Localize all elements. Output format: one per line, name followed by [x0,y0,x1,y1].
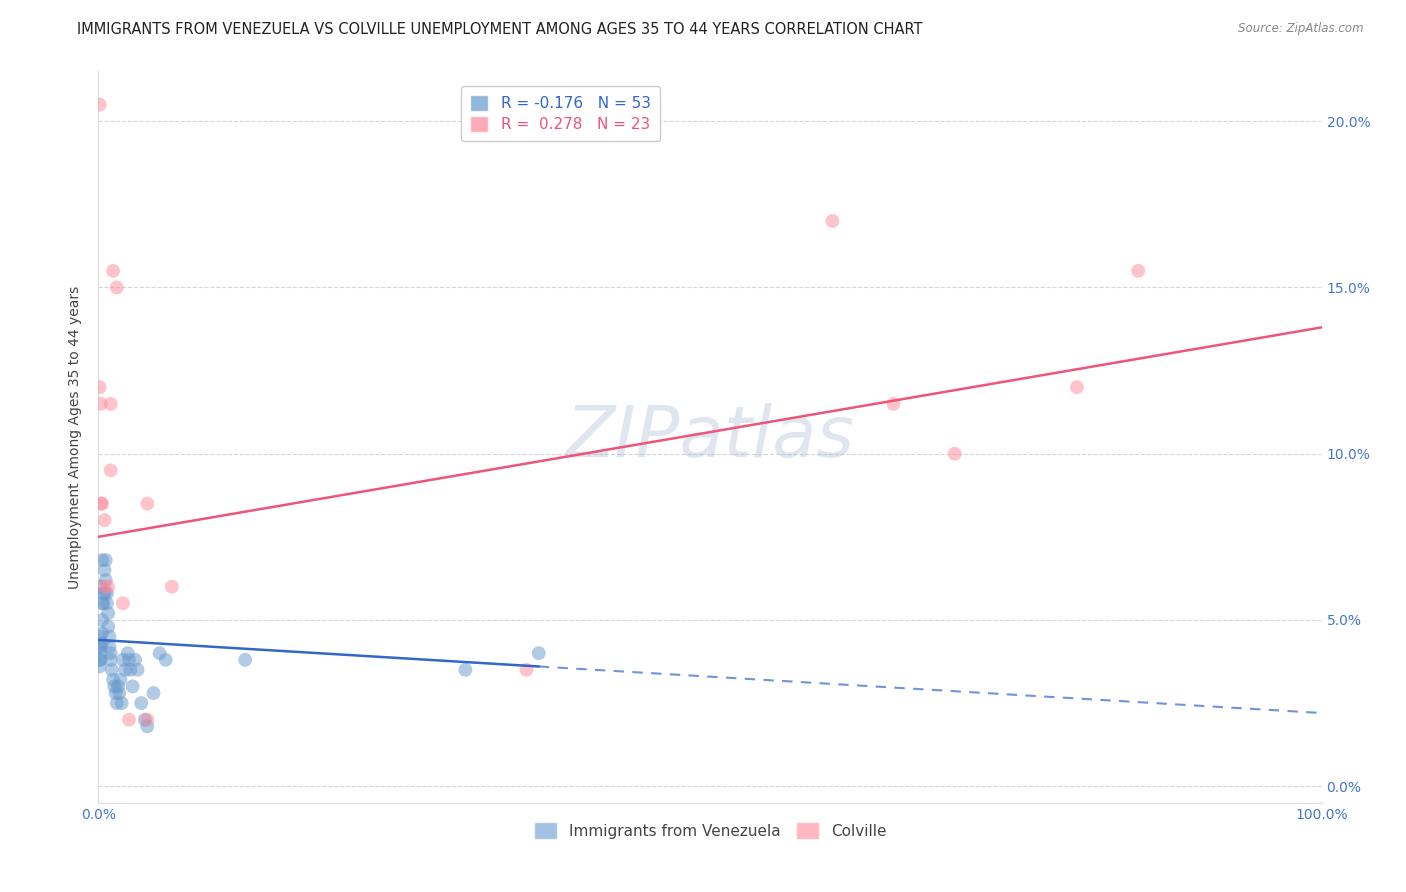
Point [160,580,183,594]
Point [821,214,844,228]
Point [89,640,111,654]
Point [118,713,141,727]
Point [142,686,165,700]
Point [136,713,159,727]
Point [94,553,117,567]
Point [97,619,120,633]
Point [883,397,905,411]
Point [100,397,122,411]
Point [111,653,134,667]
Point [107,680,129,694]
Point [96,596,118,610]
Point [527,646,550,660]
Point [91,636,114,650]
Point [454,663,477,677]
Point [91,553,114,567]
Point [515,663,537,677]
Text: Source: ZipAtlas.com: Source: ZipAtlas.com [1239,22,1364,36]
Point [93,586,115,600]
Point [89,630,111,644]
Point [104,686,127,700]
Point [101,673,124,687]
Point [98,630,121,644]
Point [98,640,121,654]
Point [96,586,118,600]
Y-axis label: Unemployment Among Ages 35 to 44 years: Unemployment Among Ages 35 to 44 years [69,285,83,589]
Point [105,280,128,294]
Point [101,663,124,677]
Point [134,713,156,727]
Point [97,580,120,594]
Point [101,264,124,278]
Point [103,680,125,694]
Point [124,653,146,667]
Point [93,563,115,577]
Point [90,653,112,667]
Point [93,513,115,527]
Point [136,719,159,733]
Point [127,663,149,677]
Point [114,663,136,677]
Point [89,380,111,394]
Point [90,497,112,511]
Point [89,659,111,673]
Point [90,397,112,411]
Point [91,497,114,511]
Legend: Immigrants from Venezuela, Colville: Immigrants from Venezuela, Colville [526,814,894,847]
Point [117,646,139,660]
Point [91,626,114,640]
Point [91,613,114,627]
Point [233,653,256,667]
Point [91,586,114,600]
Point [129,696,152,710]
Text: ZIPatlas: ZIPatlas [565,402,855,472]
Point [105,696,128,710]
Point [89,653,111,667]
Point [118,653,141,667]
Point [91,596,114,610]
Point [90,580,112,594]
Text: IMMIGRANTS FROM VENEZUELA VS COLVILLE UNEMPLOYMENT AMONG AGES 35 TO 44 YEARS COR: IMMIGRANTS FROM VENEZUELA VS COLVILLE UN… [77,22,922,37]
Point [100,646,122,660]
Point [100,653,122,667]
Point [1128,264,1150,278]
Point [149,646,172,660]
Point [100,463,122,477]
Point [94,573,117,587]
Point [111,696,134,710]
Point [91,596,114,610]
Point [97,607,120,621]
Point [108,686,131,700]
Point [90,640,112,654]
Point [110,673,132,687]
Point [1066,380,1088,394]
Point [943,447,966,461]
Point [90,646,112,660]
Point [89,97,111,112]
Point [93,580,115,594]
Point [111,596,134,610]
Point [120,663,142,677]
Point [121,680,143,694]
Point [155,653,177,667]
Point [136,497,159,511]
